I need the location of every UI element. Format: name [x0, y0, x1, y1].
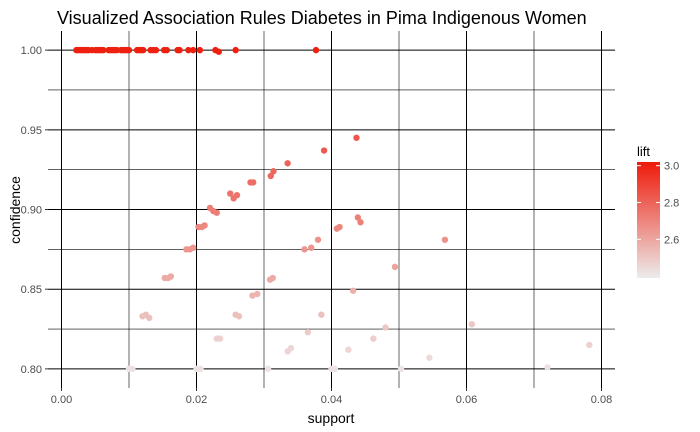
- legend-ticks: 2.6 2.8 3.0: [637, 161, 679, 246]
- rule-point: [284, 348, 291, 355]
- legend-tick-label: 3.0: [664, 161, 679, 173]
- rule-point: [586, 341, 593, 349]
- rule-point: [227, 190, 234, 197]
- x-tick-label: 0.00: [51, 394, 72, 406]
- rule-point: [232, 46, 239, 54]
- rule-point: [201, 222, 208, 229]
- x-tick-label: 0.04: [321, 394, 342, 406]
- rule-point: [314, 236, 322, 243]
- rule-point: [328, 365, 335, 373]
- rule-point: [196, 46, 204, 54]
- y-tick-label: 0.85: [21, 284, 42, 296]
- rule-point: [345, 346, 352, 353]
- chart-title: Visualized Association Rules Diabetes in…: [57, 8, 587, 28]
- rule-point: [167, 273, 175, 280]
- rule-point: [349, 287, 357, 294]
- rule-point: [139, 46, 147, 54]
- axis-ticks: 0.00 0.02 0.04 0.06 0.08 0.80 0.85 0.90 0.95 1.00: [21, 45, 613, 406]
- rule-point: [176, 46, 183, 54]
- rule-point: [354, 214, 362, 221]
- y-tick-label: 0.80: [21, 364, 42, 376]
- rule-point: [304, 329, 312, 336]
- rule-point: [397, 365, 405, 373]
- rule-point: [189, 46, 197, 54]
- rule-point: [270, 168, 277, 175]
- rule-point: [370, 335, 377, 342]
- rule-point: [391, 263, 399, 271]
- rule-point: [312, 46, 320, 54]
- rule-point: [215, 48, 222, 55]
- rule-point: [189, 244, 197, 251]
- rule-point: [250, 179, 257, 186]
- rule-point: [129, 365, 136, 373]
- rule-point: [216, 335, 224, 342]
- legend-colorbar: [637, 162, 660, 278]
- rule-point: [152, 46, 160, 54]
- rule-point: [264, 365, 272, 373]
- rule-point: [308, 244, 315, 251]
- rule-point: [249, 292, 256, 299]
- y-tick-label: 0.90: [21, 205, 42, 217]
- rule-point: [266, 276, 274, 283]
- rule-point: [213, 209, 220, 216]
- color-legend: lift 2.6 2.8 3.0: [637, 144, 679, 278]
- rule-point: [357, 219, 364, 226]
- x-axis-label: support: [308, 410, 355, 426]
- rule-point: [146, 314, 153, 322]
- rule-point: [163, 46, 170, 54]
- rule-point: [301, 246, 308, 253]
- rule-point: [320, 147, 328, 154]
- data-points: [73, 46, 593, 373]
- rule-point: [441, 236, 449, 243]
- rule-point: [468, 321, 476, 328]
- rule-point: [197, 365, 204, 373]
- rule-point: [100, 46, 107, 54]
- rule-point: [353, 134, 360, 141]
- legend-tick-label: 2.6: [664, 234, 679, 246]
- x-tick-label: 0.02: [186, 394, 207, 406]
- y-tick-label: 0.95: [21, 125, 42, 137]
- x-tick-label: 0.06: [456, 394, 477, 406]
- rule-point: [333, 225, 341, 232]
- rule-point: [382, 324, 389, 331]
- rule-point: [233, 191, 241, 199]
- legend-tick-label: 2.8: [664, 198, 679, 210]
- rule-point: [267, 172, 274, 180]
- legend-title: lift: [637, 144, 650, 159]
- rule-point: [544, 364, 551, 371]
- x-tick-label: 0.08: [591, 394, 612, 406]
- rule-point: [235, 313, 243, 320]
- y-axis-label: confidence: [7, 176, 23, 244]
- y-tick-label: 1.00: [21, 45, 42, 57]
- rule-point: [426, 354, 433, 361]
- rule-point: [318, 311, 325, 318]
- rule-point: [284, 160, 291, 167]
- rule-point: [185, 46, 192, 54]
- rule-point: [125, 46, 133, 54]
